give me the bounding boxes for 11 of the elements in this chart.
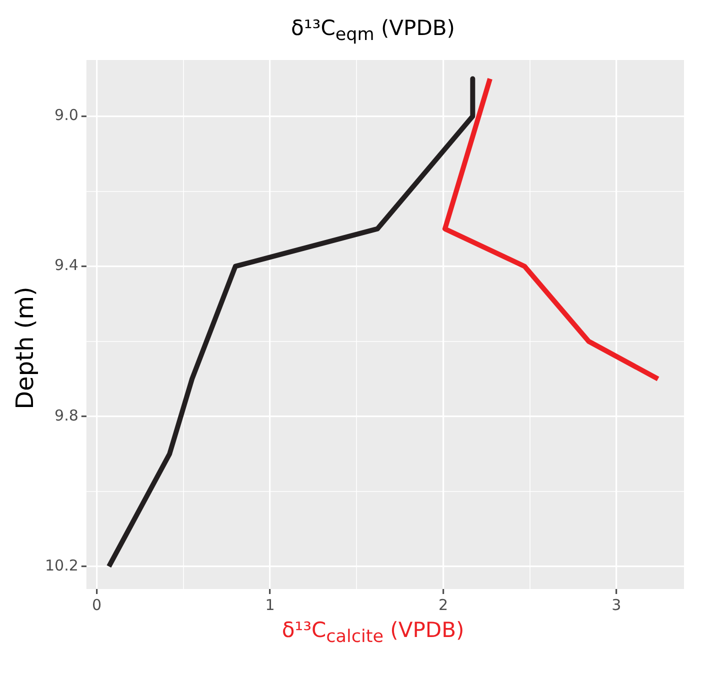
chart-title: δ¹³C$_{eqm}$ (VPDB) [290,15,456,48]
x-tick-label: 2 [438,596,448,614]
x-axis-title: δ¹³C$_{calcite}$ (VPDB) [280,618,466,648]
x-tick-label: 0 [92,596,102,614]
y-tick-label: 9.0 [54,106,78,124]
y-axis-title: Depth (m) [11,286,39,410]
x-tick-label: 1 [265,596,275,614]
y-tick-label: 9.4 [54,256,78,274]
y-tick-label: 10.2 [44,556,78,574]
x-tick-label: 3 [612,596,622,614]
y-tick-label: 9.8 [54,406,78,424]
